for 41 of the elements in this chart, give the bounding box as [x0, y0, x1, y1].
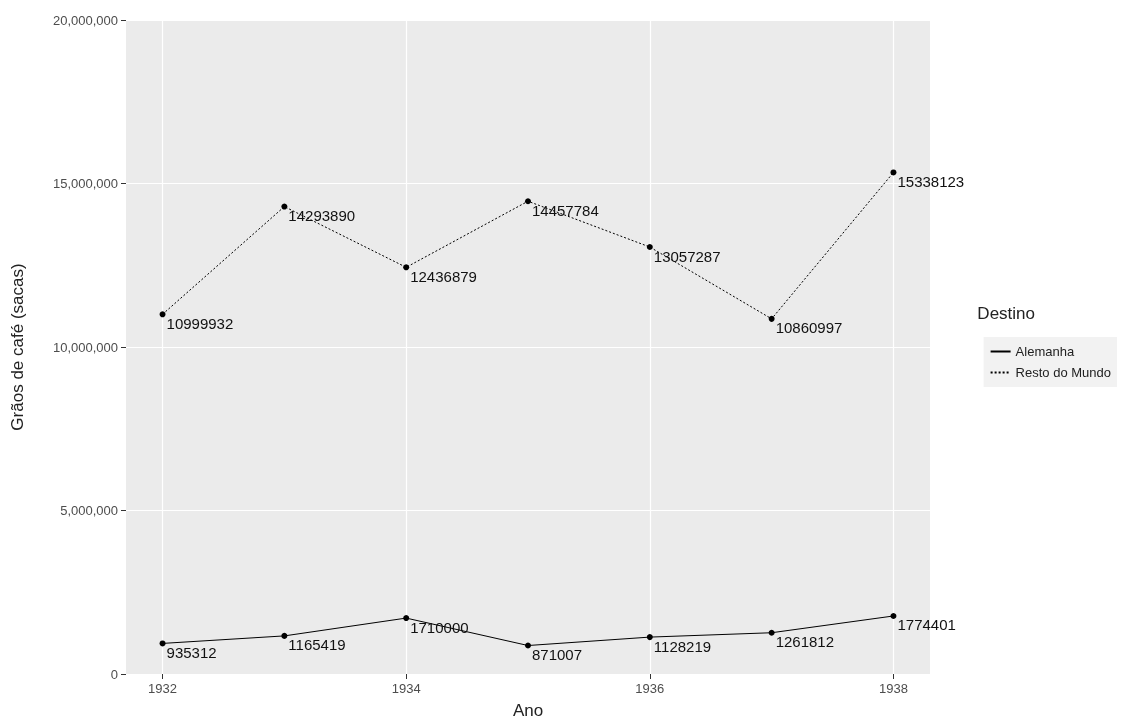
data-label: 871007 [532, 646, 583, 664]
legend-label: Alemanha [1015, 344, 1075, 359]
point [646, 244, 653, 251]
point [890, 612, 897, 619]
x-tick-label: 1938 [878, 681, 908, 696]
data-label: 935312 [166, 643, 217, 661]
y-tick-label: 10,000,000 [52, 339, 118, 355]
x-axis-title: Ano [512, 701, 544, 720]
data-label: 13057287 [653, 247, 721, 265]
point [403, 615, 410, 622]
data-label: 1261812 [775, 633, 835, 651]
data-label: 10999932 [166, 314, 234, 332]
data-label: 15338123 [897, 172, 965, 190]
point [281, 632, 288, 639]
legend-title: Destino [977, 304, 1035, 323]
x-tick-label: 1936 [635, 681, 665, 696]
y-tick-label: 15,000,000 [52, 176, 118, 191]
point [768, 315, 775, 322]
data-label: 1128219 [653, 637, 712, 655]
y-tick-label: 5,000,000 [60, 503, 118, 518]
legend-label: Resto do Mundo [1015, 365, 1112, 380]
y-tick-label: 0 [110, 666, 118, 682]
data-label: 12436879 [410, 267, 477, 285]
point [890, 169, 897, 176]
point [281, 203, 288, 210]
point [525, 642, 531, 649]
point [525, 198, 531, 205]
point [403, 264, 410, 271]
point [646, 634, 653, 641]
data-label: 1774401 [897, 616, 956, 634]
y-axis-title: Grãos de café (sacas) [8, 263, 27, 431]
data-label: 14293890 [288, 207, 356, 225]
data-label: 10860997 [775, 319, 843, 337]
point [768, 629, 775, 636]
data-label: 1165419 [288, 636, 346, 654]
point [159, 311, 166, 318]
point [159, 640, 166, 647]
data-label: 14457784 [532, 201, 599, 219]
y-tick-label: 20,000,000 [52, 12, 118, 28]
x-tick-label: 1934 [391, 681, 421, 696]
x-tick-label: 1932 [148, 681, 178, 696]
